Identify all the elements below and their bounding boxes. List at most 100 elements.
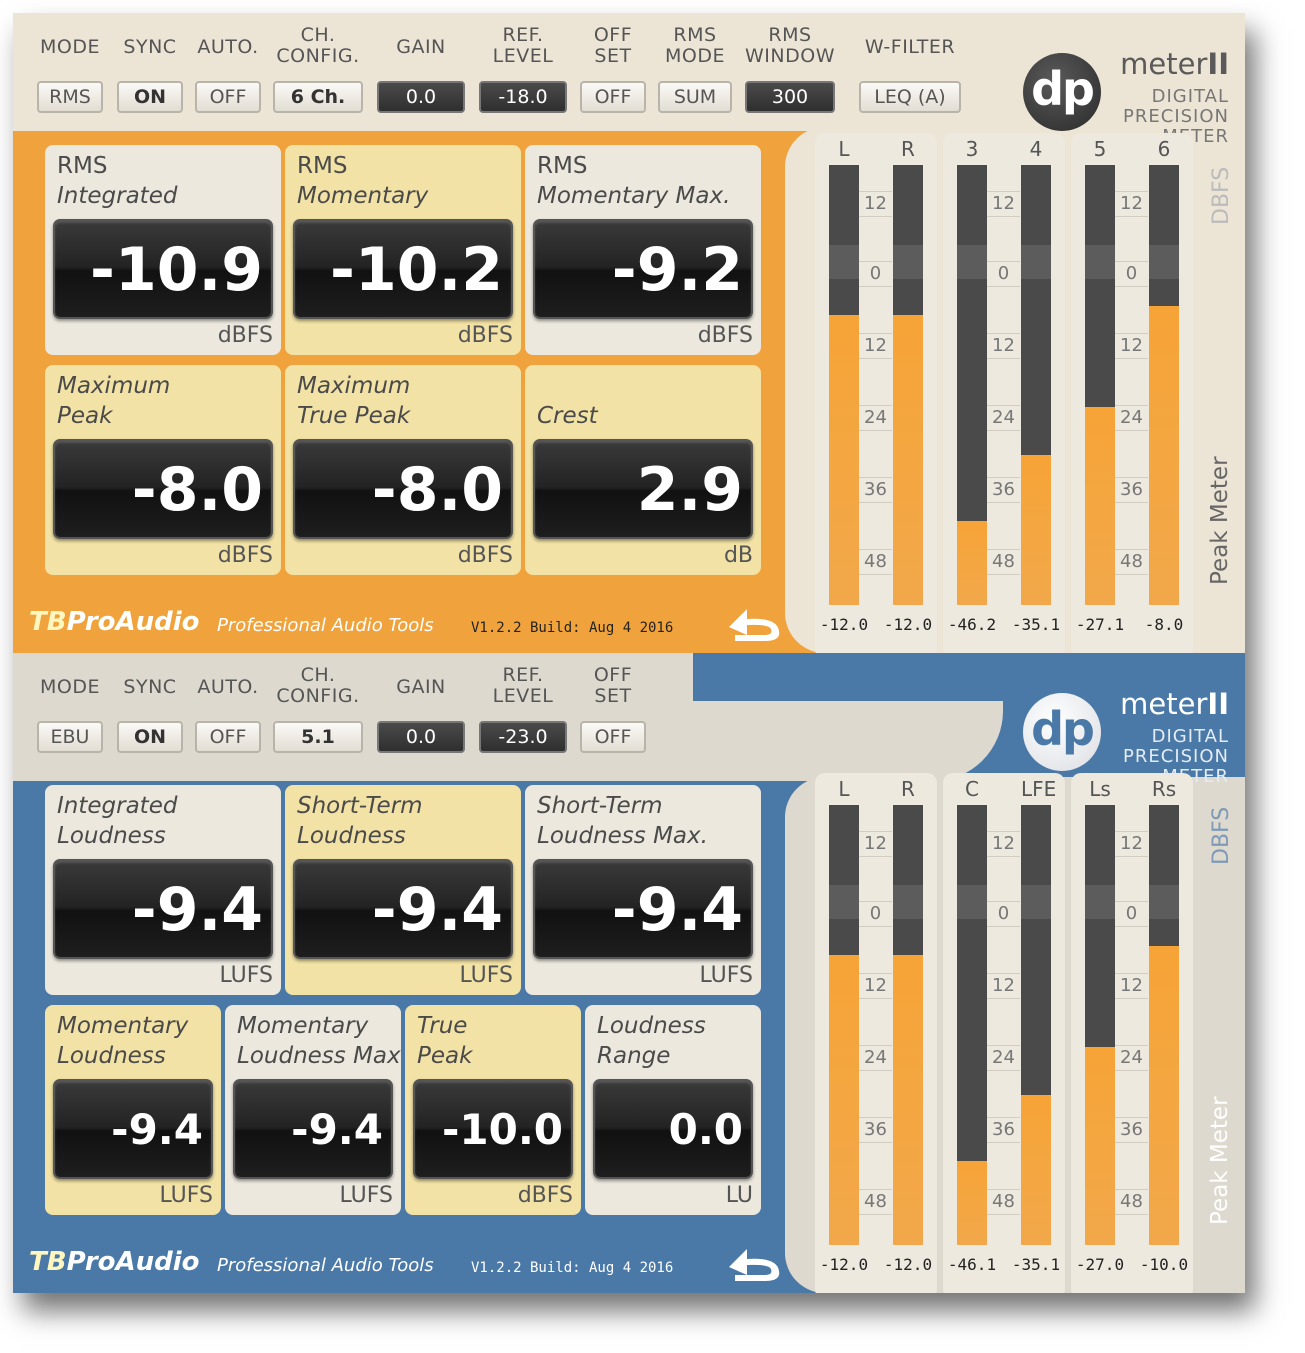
gain-label: GAIN xyxy=(396,676,446,698)
rms-mode-button[interactable]: SUM xyxy=(658,81,732,113)
ch-config-button[interactable]: 5.1 xyxy=(273,721,363,753)
value-display: -9.2 xyxy=(533,219,753,319)
dbfs-label: DBFS xyxy=(1209,806,1234,865)
ch-config-label: CH. CONFIG. xyxy=(276,24,360,67)
rms-window-button[interactable]: 300 xyxy=(745,81,835,113)
meter-bar-4 xyxy=(1021,165,1051,605)
peak-value-5[interactable]: -27.1 xyxy=(1075,615,1125,634)
ref-level-button[interactable]: -18.0 xyxy=(479,81,567,113)
brand-tagline: Professional Audio Tools xyxy=(217,615,434,636)
integrated-loudness-card: Integrated Loudness -9.4 LUFS xyxy=(45,785,281,995)
sync-button[interactable]: ON xyxy=(117,721,183,753)
unit-label: LUFS xyxy=(159,1183,214,1208)
meter-fill-c xyxy=(957,1161,987,1245)
peak-value-l[interactable]: -12.0 xyxy=(819,1255,869,1274)
channel-label-l: L xyxy=(838,137,850,161)
value-display: -9.4 xyxy=(533,859,753,959)
auto-button[interactable]: OFF xyxy=(195,81,261,113)
value-display: -9.4 xyxy=(53,859,273,959)
logo: dp meterII DIGITAL PRECISION METER xyxy=(1023,687,1233,787)
scale-tick: 48 xyxy=(859,1189,892,1215)
w-filter-button[interactable]: LEQ (A) xyxy=(859,81,961,113)
peak-value-c[interactable]: -46.1 xyxy=(947,1255,997,1274)
sync-button[interactable]: ON xyxy=(117,81,183,113)
auto-button[interactable]: OFF xyxy=(195,721,261,753)
peak-value-4[interactable]: -35.1 xyxy=(1011,615,1061,634)
scale-tick: 36 xyxy=(859,1117,892,1143)
peak-value-r[interactable]: -12.0 xyxy=(883,615,933,634)
ref-level-label: REF. LEVEL xyxy=(492,24,554,67)
meter-fill-r xyxy=(893,315,923,605)
off-set-button[interactable]: OFF xyxy=(580,81,646,113)
true-peak-card: True Peak -10.0 dBFS xyxy=(405,1005,581,1215)
meter-fill-ls xyxy=(1085,1047,1115,1245)
scale-tick: 12 xyxy=(987,191,1020,217)
scale-tick: 12 xyxy=(859,191,892,217)
dp-logo-icon: dp xyxy=(1023,693,1101,771)
logo-title: meterII xyxy=(1120,47,1229,81)
gain-label: GAIN xyxy=(396,36,446,58)
off-set-label: OFF SET xyxy=(593,24,633,67)
meter-group-c-lfe: C -46.1 LFE -35.1 12 0 12 24 36 48 xyxy=(943,773,1065,1293)
card-title: Maximum True Peak xyxy=(297,373,411,429)
unit-label: dBFS xyxy=(217,323,273,348)
meter-fill-r xyxy=(893,955,923,1245)
rms-momentary-max-card: RMS Momentary Max. -9.2 dBFS xyxy=(525,145,761,355)
maximum-true-peak-card: Maximum True Peak -8.0 dBFS xyxy=(285,365,521,575)
unit-label: dBFS xyxy=(217,543,273,568)
dp-logo-icon: dp xyxy=(1023,53,1101,131)
unit-label: dBFS xyxy=(457,543,513,568)
scale-tick: 12 xyxy=(859,333,892,359)
channel-label-6: 6 xyxy=(1157,137,1171,161)
scale-tick: 12 xyxy=(987,973,1020,999)
meter-bar-lfe xyxy=(1021,805,1051,1245)
scale-tick: 12 xyxy=(859,831,892,857)
off-set-button[interactable]: OFF xyxy=(580,721,646,753)
ch-config-label: CH. CONFIG. xyxy=(276,664,360,707)
brand-logo: TBProAudio xyxy=(29,607,200,637)
short-term-loudness-card: Short-Term Loudness -9.4 LUFS xyxy=(285,785,521,995)
crest-card: Crest 2.9 dB xyxy=(525,365,761,575)
db-scale: 12 0 12 24 36 48 xyxy=(1115,165,1148,605)
scale-tick: 12 xyxy=(1115,191,1148,217)
auto-label: AUTO. xyxy=(197,36,259,58)
back-arrow-icon[interactable] xyxy=(721,1237,791,1285)
peak-value-3[interactable]: -46.2 xyxy=(947,615,997,634)
unit-label: LUFS xyxy=(699,963,754,988)
peak-value-lfe[interactable]: -35.1 xyxy=(1011,1255,1061,1274)
card-title: Crest xyxy=(537,403,598,429)
mode-button[interactable]: EBU xyxy=(37,721,103,753)
peak-value-6[interactable]: -8.0 xyxy=(1144,615,1184,634)
scale-tick: 48 xyxy=(987,549,1020,575)
ch-config-button[interactable]: 6 Ch. xyxy=(273,81,363,113)
channel-label-l: L xyxy=(838,777,850,801)
card-title: Integrated Loudness xyxy=(57,793,178,849)
card-title: True Peak xyxy=(417,1013,473,1069)
ref-level-button[interactable]: -23.0 xyxy=(479,721,567,753)
meter-fill-l xyxy=(829,315,859,605)
scale-tick: 48 xyxy=(1115,1189,1148,1215)
scale-tick: 24 xyxy=(1115,1045,1148,1071)
back-arrow-icon[interactable] xyxy=(721,597,791,645)
peak-value-rs[interactable]: -10.0 xyxy=(1139,1255,1189,1274)
meter-bar-r xyxy=(893,805,923,1245)
channel-label-4: 4 xyxy=(1029,137,1043,161)
peak-value-ls[interactable]: -27.0 xyxy=(1075,1255,1125,1274)
auto-label: AUTO. xyxy=(197,676,259,698)
unit-label: dBFS xyxy=(697,323,753,348)
gain-button[interactable]: 0.0 xyxy=(377,81,465,113)
db-scale: 12 0 12 24 36 48 xyxy=(859,805,892,1245)
peak-value-l[interactable]: -12.0 xyxy=(819,615,869,634)
scale-tick: 12 xyxy=(1115,973,1148,999)
unit-label: dBFS xyxy=(457,323,513,348)
off-set-label: OFF SET xyxy=(593,664,633,707)
mode-button[interactable]: RMS xyxy=(37,81,103,113)
gain-button[interactable]: 0.0 xyxy=(377,721,465,753)
dbfs-label: DBFS xyxy=(1209,166,1234,225)
mode-label: MODE xyxy=(40,676,100,698)
meter-bar-ls xyxy=(1085,805,1115,1245)
peak-value-r[interactable]: -12.0 xyxy=(883,1255,933,1274)
channel-label-3: 3 xyxy=(965,137,979,161)
rms-momentary-card: RMS Momentary -10.2 dBFS xyxy=(285,145,521,355)
card-title: RMS Momentary xyxy=(297,153,429,209)
